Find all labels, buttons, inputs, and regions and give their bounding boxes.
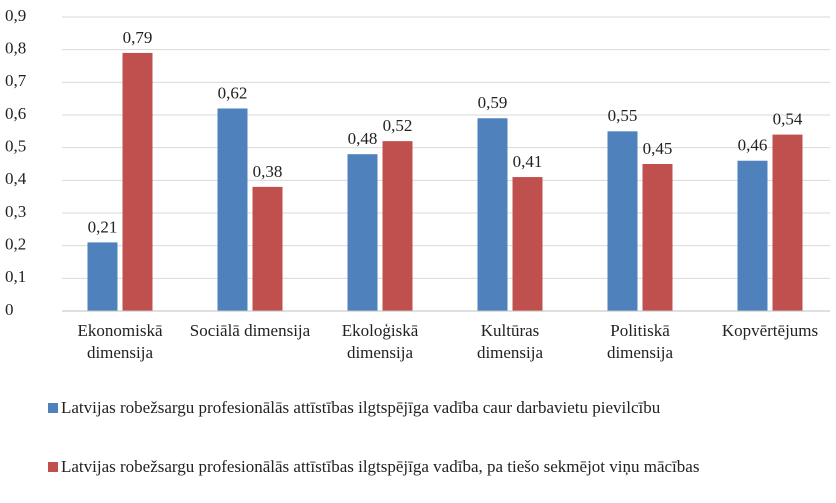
- legend-label: Latvijas robežsargu profesionālās attīst…: [61, 457, 700, 476]
- bar: [607, 131, 638, 311]
- data-label: 0,59: [478, 93, 508, 112]
- bar: [347, 154, 378, 311]
- legend-item: Latvijas robežsargu profesionālās attīst…: [48, 398, 828, 418]
- bar: [642, 164, 673, 311]
- x-tick-label: Kopvērtējums: [721, 321, 819, 340]
- bar: [382, 141, 413, 311]
- data-label: 0,52: [383, 116, 413, 135]
- x-tick-label: Kultūras dimensija: [476, 321, 544, 362]
- data-label: 0,38: [253, 162, 283, 181]
- bar: [217, 108, 248, 311]
- y-tick-label: 0,4: [5, 169, 27, 188]
- data-label: 0,62: [218, 83, 248, 102]
- bar: [772, 134, 803, 311]
- y-tick-label: 0,1: [5, 267, 26, 286]
- data-label: 0,79: [123, 28, 153, 47]
- bar: [737, 160, 768, 311]
- x-tick-label: Ekonomiskā dimensija: [77, 321, 163, 362]
- data-label: 0,46: [738, 136, 768, 155]
- y-tick-label: 0: [5, 300, 14, 319]
- bar: [252, 186, 283, 311]
- x-tick-label: Ekoloģiskā dimensija: [341, 321, 419, 362]
- data-label: 0,55: [608, 106, 638, 125]
- y-tick-label: 0,6: [5, 104, 26, 123]
- legend-label: Latvijas robežsargu profesionālās attīst…: [61, 398, 661, 417]
- legend-item: Latvijas robežsargu profesionālās attīst…: [48, 457, 828, 477]
- bar: [122, 52, 153, 311]
- data-label: 0,21: [88, 217, 118, 236]
- data-label: 0,54: [773, 110, 803, 129]
- data-label: 0,45: [643, 139, 673, 158]
- legend-swatch: [48, 462, 58, 472]
- data-label: 0,41: [513, 152, 543, 171]
- y-tick-label: 0,8: [5, 39, 26, 58]
- y-tick-label: 0,2: [5, 235, 26, 254]
- x-tick-label: Politiskā dimensija: [606, 321, 674, 362]
- bar: [87, 242, 118, 311]
- legend-swatch: [48, 403, 58, 413]
- y-tick-label: 0,3: [5, 202, 26, 221]
- bar: [512, 177, 543, 311]
- y-tick-label: 0,9: [5, 6, 26, 25]
- data-label: 0,48: [348, 129, 378, 148]
- y-tick-label: 0,5: [5, 137, 26, 156]
- y-tick-label: 0,7: [5, 71, 27, 90]
- x-tick-label: Sociālā dimensija: [189, 321, 311, 340]
- bar: [477, 118, 508, 312]
